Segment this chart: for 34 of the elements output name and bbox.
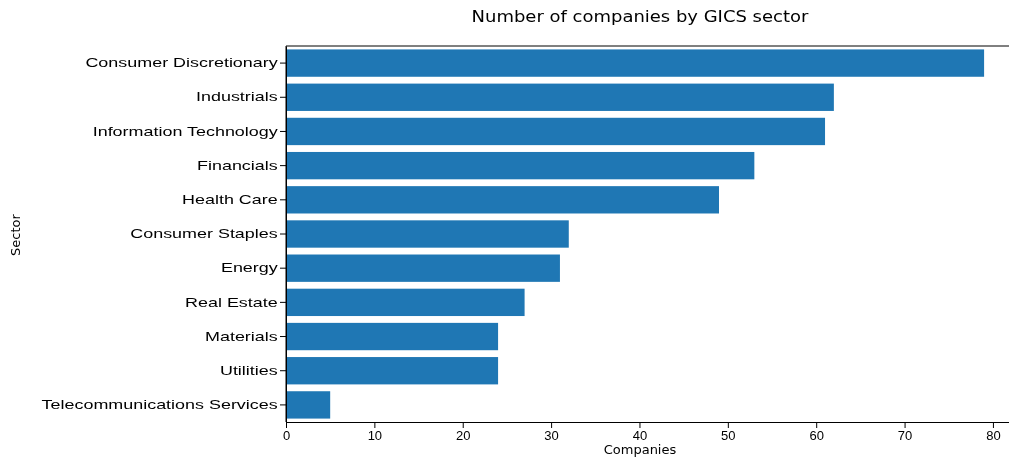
bar [286,391,331,419]
y-axis-title: Sector [8,213,23,256]
x-tick-label: 40 [632,428,648,444]
bar [286,49,985,77]
chart-title: Number of companies by GICS sector [471,8,809,26]
bar [286,186,719,214]
y-tick-label: Materials [204,329,278,344]
x-tick-label: 60 [809,428,824,444]
y-tick-label: Consumer Staples [130,226,278,241]
y-tick-label: Telecommunications Services [41,397,278,412]
x-tick-label: 20 [456,428,471,444]
bar [286,83,834,111]
bar [286,288,525,317]
y-tick-label: Real Estate [185,294,279,310]
bar [286,220,569,248]
y-tick-label: Energy [220,260,278,275]
x-tick-label: 0 [282,428,291,444]
y-tick-label: Industrials [196,89,278,104]
y-tick-label: Information Technology [92,124,278,139]
bar [286,357,499,385]
y-tick-label: Financials [197,158,278,173]
x-tick-label: 70 [897,428,913,444]
x-tick-label: 30 [544,428,559,444]
y-tick-label: Consumer Discretionary [85,55,278,70]
x-tick-label: 50 [721,428,736,444]
bar [286,117,826,146]
y-tick-label: Health Care [182,192,279,207]
y-tick-label: Utilities [219,363,278,378]
x-tick-label: 10 [367,428,383,444]
x-tick-label: 80 [986,428,1001,444]
bar [286,151,755,180]
bar [286,254,560,282]
bar [286,322,499,351]
x-axis-title: Companies [603,442,677,457]
